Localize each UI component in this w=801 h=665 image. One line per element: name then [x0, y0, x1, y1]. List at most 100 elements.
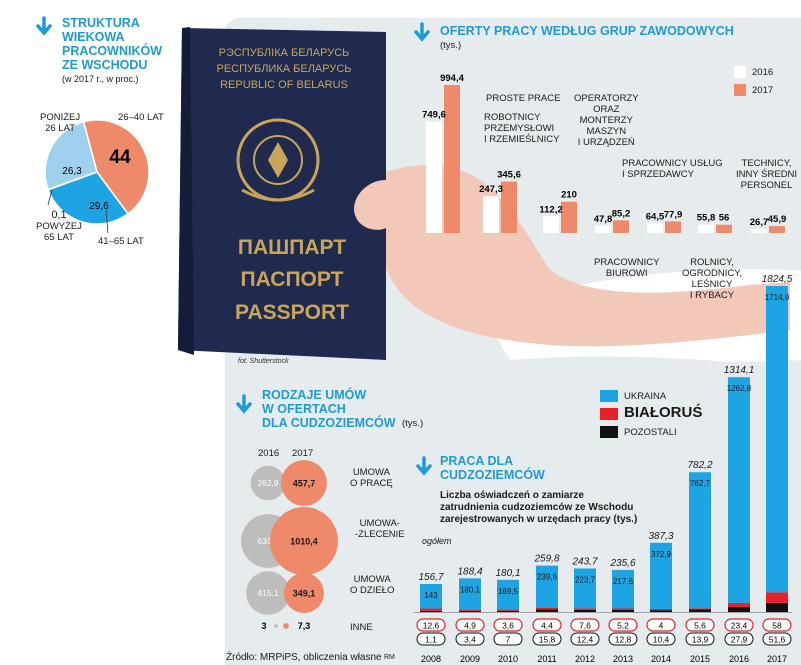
bar-value-2016: 64,5	[646, 211, 665, 222]
bar-ukraina	[536, 565, 558, 608]
bubble-2016	[250, 465, 286, 501]
passport-cover	[178, 28, 386, 360]
bubble-2016	[246, 571, 290, 615]
bar-bialorus	[536, 607, 558, 610]
bar-bialorus	[728, 602, 750, 608]
bar-value-bialorus: 5,2	[617, 621, 629, 631]
group-label-operatorzy: OPERATORZY ORAZ MONTERZY MASZYN I URZĄDZEŃ	[574, 93, 639, 148]
group-label-proste: PROSTE PRACE	[486, 93, 561, 104]
pozostali-oval	[416, 632, 446, 646]
pie-slice	[44, 120, 98, 191]
pie-slice	[82, 119, 150, 215]
legend-label-pozostali: POZOSTALI	[624, 427, 677, 438]
arrow-down-icon	[416, 456, 432, 476]
bar-ukraina	[420, 584, 442, 609]
bar-value-bialorus: 3,6	[502, 621, 514, 631]
pie-slices	[44, 119, 150, 225]
bar-pozostali	[536, 609, 558, 612]
bialorus-oval	[570, 618, 600, 632]
legend-label-2016: 2016	[752, 67, 774, 78]
bar-value-bialorus: 58	[772, 621, 782, 631]
age-leader-lines	[47, 189, 109, 234]
bar-value-2017: 345,6	[497, 170, 521, 181]
label-26-40: 26–40 LAT	[118, 112, 164, 123]
bar-value-ukraina: 169,5	[498, 587, 519, 596]
bar-ukraina	[459, 578, 481, 610]
work-title: PRACA DLA CUDZOZIEMCÓW	[440, 454, 545, 482]
pozostali-oval	[532, 632, 562, 646]
label-41-65: 41–65 LAT	[98, 236, 144, 247]
bar-total: 235,6	[609, 558, 635, 569]
bar-value-pozostali: 1,1	[425, 635, 437, 645]
bar-2016	[483, 196, 499, 233]
bubble-2017	[284, 573, 324, 613]
label-over-65: 0,1 POWYŻEJ 65 LAT	[36, 209, 82, 244]
pozostali-oval	[455, 632, 485, 646]
year-label: 2014	[651, 654, 671, 664]
bar-bialorus	[574, 608, 596, 610]
bubble-value-2017: 349,1	[293, 589, 316, 599]
bialorus-oval	[455, 618, 485, 632]
bar-value-2017: 45,9	[768, 214, 787, 225]
bar-total: 1824,5	[762, 274, 793, 285]
year-label: 2016	[729, 654, 749, 664]
bialorus-oval	[608, 618, 638, 632]
bar-total: 782,2	[687, 460, 712, 471]
pie-label: 26,3	[62, 166, 82, 177]
bar-2017	[769, 226, 785, 233]
bar-value-2017: 994,4	[440, 73, 464, 84]
bar-2017	[501, 181, 517, 233]
author-initials: RM	[384, 654, 395, 661]
passport-line: PASSPORT	[235, 301, 349, 324]
bar-value-bialorus: 12,6	[423, 621, 440, 631]
pozostali-oval	[646, 632, 676, 646]
bubble-2017	[281, 460, 327, 506]
label-under-26: PONIŻEJ 26 LAT	[40, 112, 81, 134]
bar-ukraina	[612, 569, 634, 609]
bar-value-bialorus: 4,4	[541, 621, 553, 631]
bar-2016	[751, 229, 767, 233]
contract-label-praca: UMOWA O PRACĘ	[350, 467, 393, 489]
bar-value-2017: 77,9	[664, 209, 683, 220]
bar-pozostali	[459, 610, 481, 612]
bar-value-pozostali: 7	[506, 635, 511, 645]
bar-ukraina	[766, 286, 788, 593]
bialorus-oval	[416, 618, 446, 632]
hand-passport-illustration: РЭСПУБЛІКА БЕЛАРУСЬ РЕСПУБЛИКА БЕЛАРУСЬ …	[178, 27, 801, 362]
bar-ukraina	[650, 542, 672, 609]
bar-pozostali	[689, 609, 711, 612]
bubble-value-2017: 1010,4	[290, 537, 318, 547]
bar-value-2017: 85,2	[612, 208, 631, 219]
bar-total: 259,8	[533, 554, 559, 565]
passport-line: ПАШПАРТ	[238, 236, 346, 259]
contracts-title: RODZAJE UMÓW W OFERTACH DLA CUDZOZIEMCÓW	[262, 388, 396, 430]
year-label: 2013	[613, 654, 633, 664]
legend-label-ukraina: UKRAINA	[624, 391, 667, 402]
contracts-year-2017: 2017	[292, 448, 314, 459]
pie-label: 44	[109, 147, 131, 168]
bar-2016	[595, 225, 611, 233]
work-description: Liczba oświadczeń o zamiarze zatrudnieni…	[440, 490, 638, 525]
bar-value-ukraina: 143	[424, 591, 438, 600]
bubble-2016	[274, 624, 278, 628]
bar-ukraina	[497, 579, 519, 610]
pozostali-oval	[724, 632, 754, 646]
bar-value-2016: 55,8	[697, 213, 716, 224]
legend-swatch-2017	[734, 84, 746, 96]
bubble-value-2016: 262,9	[257, 478, 279, 488]
bar-value-2017: 210	[561, 190, 577, 201]
bar-value-pozostali: 12,8	[615, 635, 632, 645]
contracts-year-2016: 2016	[258, 448, 280, 459]
offers-unit: (tys.)	[440, 40, 462, 51]
bar-value-pozostali: 13,9	[692, 635, 709, 645]
bar-total: 188,4	[457, 566, 482, 577]
legend-swatch-ukraina	[600, 390, 618, 402]
bar-value-pozostali: 12,4	[577, 635, 594, 645]
pie-slice	[47, 171, 130, 225]
contract-label-dzielo: UMOWA O DZIEŁO	[350, 574, 395, 596]
bar-value-pozostali: 27,9	[731, 635, 748, 645]
bar-bialorus	[650, 608, 672, 611]
bar-value-bialorus: 5,6	[694, 621, 706, 631]
bar-value-2017: 56	[719, 213, 730, 224]
bar-pozostali	[420, 610, 442, 612]
